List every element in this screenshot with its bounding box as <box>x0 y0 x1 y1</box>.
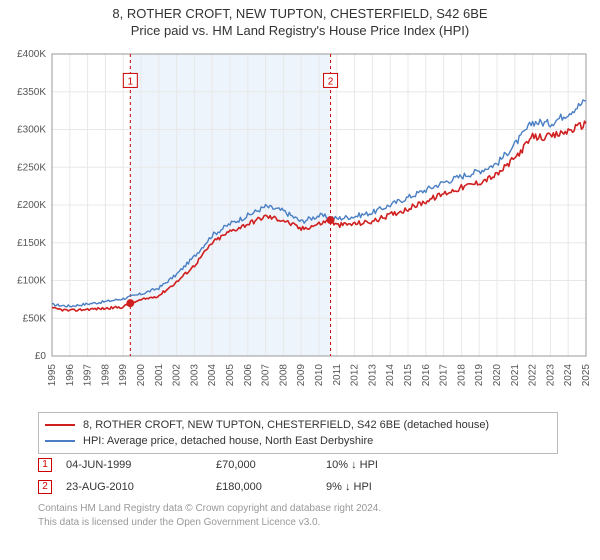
legend: 8, ROTHER CROFT, NEW TUPTON, CHESTERFIEL… <box>38 412 558 454</box>
sale-row: 1 04-JUN-1999 £70,000 10% HPI <box>38 454 558 476</box>
svg-text:2017: 2017 <box>439 364 450 387</box>
down-arrow-icon <box>351 459 357 471</box>
svg-text:£150K: £150K <box>17 238 46 249</box>
legend-item-hpi: HPI: Average price, detached house, Nort… <box>45 433 551 449</box>
svg-text:2024: 2024 <box>563 364 574 387</box>
svg-text:2002: 2002 <box>172 364 183 387</box>
footer-line-2: This data is licensed under the Open Gov… <box>38 516 558 530</box>
svg-text:2008: 2008 <box>278 364 289 387</box>
sale-date: 04-JUN-1999 <box>66 459 216 471</box>
svg-text:£350K: £350K <box>17 87 46 98</box>
sale-price: £70,000 <box>216 459 326 471</box>
svg-text:2011: 2011 <box>332 364 343 386</box>
sale-row: 2 23-AUG-2010 £180,000 9% HPI <box>38 476 558 498</box>
chart-title-block: 8, ROTHER CROFT, NEW TUPTON, CHESTERFIEL… <box>0 0 600 38</box>
svg-text:£400K: £400K <box>17 49 46 60</box>
svg-text:2019: 2019 <box>474 364 485 387</box>
svg-text:£50K: £50K <box>23 313 47 324</box>
sale-price: £180,000 <box>216 481 326 493</box>
chart-svg: £0 £50K £100K £150K £200K £250K £300K £350K £400… <box>6 46 594 406</box>
svg-text:1996: 1996 <box>65 364 76 387</box>
svg-text:2010: 2010 <box>314 364 325 387</box>
svg-text:£250K: £250K <box>17 162 46 173</box>
legend-swatch-hpi <box>45 440 75 442</box>
legend-swatch-price-paid <box>45 424 75 426</box>
footer-line-1: Contains HM Land Registry data © Crown c… <box>38 502 558 516</box>
svg-text:1995: 1995 <box>47 364 58 387</box>
svg-text:£300K: £300K <box>17 125 46 136</box>
svg-text:£0: £0 <box>35 351 47 362</box>
sale-marker-2: 2 <box>38 480 52 494</box>
svg-text:2016: 2016 <box>421 364 432 387</box>
svg-text:2005: 2005 <box>225 364 236 387</box>
sale-marker-cell: 2 <box>38 480 66 494</box>
sale-marker-cell: 1 <box>38 458 66 472</box>
sale-diff: 9% HPI <box>326 481 426 493</box>
sale-marker-1: 1 <box>38 458 52 472</box>
svg-text:2021: 2021 <box>510 364 521 387</box>
svg-text:1998: 1998 <box>100 364 111 387</box>
svg-text:£200K: £200K <box>17 200 46 211</box>
svg-text:2004: 2004 <box>207 364 218 387</box>
sale-date: 23-AUG-2010 <box>66 481 216 493</box>
sale-diff: 10% HPI <box>326 459 426 471</box>
svg-text:2023: 2023 <box>545 364 556 387</box>
down-arrow-icon <box>345 481 351 493</box>
legend-item-price-paid: 8, ROTHER CROFT, NEW TUPTON, CHESTERFIEL… <box>45 417 551 433</box>
svg-text:£100K: £100K <box>17 276 46 287</box>
svg-text:2014: 2014 <box>385 364 396 387</box>
svg-text:2018: 2018 <box>456 364 467 387</box>
svg-text:2020: 2020 <box>492 364 503 387</box>
svg-text:1997: 1997 <box>83 364 94 387</box>
svg-text:2001: 2001 <box>154 364 165 387</box>
svg-text:1999: 1999 <box>118 364 129 387</box>
title-line-2: Price paid vs. HM Land Registry's House … <box>0 23 600 38</box>
svg-text:2013: 2013 <box>367 364 378 387</box>
svg-text:2006: 2006 <box>243 364 254 387</box>
legend-label-price-paid: 8, ROTHER CROFT, NEW TUPTON, CHESTERFIEL… <box>83 419 489 431</box>
svg-text:2003: 2003 <box>189 364 200 387</box>
footer-attribution: Contains HM Land Registry data © Crown c… <box>38 502 558 529</box>
sales-table: 1 04-JUN-1999 £70,000 10% HPI 2 23-AUG-2… <box>38 454 558 498</box>
svg-text:2000: 2000 <box>136 364 147 387</box>
svg-text:2: 2 <box>328 76 334 87</box>
svg-text:2022: 2022 <box>528 364 539 387</box>
chart-area: £0 £50K £100K £150K £200K £250K £300K £350K £400… <box>6 46 594 406</box>
svg-text:2007: 2007 <box>261 364 272 387</box>
legend-label-hpi: HPI: Average price, detached house, Nort… <box>83 435 373 447</box>
svg-text:2025: 2025 <box>581 364 592 387</box>
svg-text:1: 1 <box>128 76 134 87</box>
svg-text:2015: 2015 <box>403 364 414 387</box>
svg-text:2009: 2009 <box>296 364 307 387</box>
title-line-1: 8, ROTHER CROFT, NEW TUPTON, CHESTERFIEL… <box>0 6 600 21</box>
svg-text:2012: 2012 <box>350 364 361 387</box>
